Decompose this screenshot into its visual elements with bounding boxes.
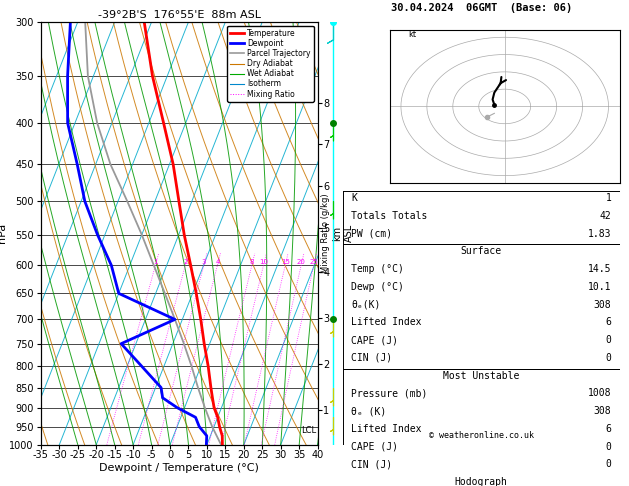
Text: 1008: 1008 xyxy=(587,388,611,399)
Text: 308: 308 xyxy=(594,406,611,416)
Text: 14.5: 14.5 xyxy=(587,264,611,274)
Text: Most Unstable: Most Unstable xyxy=(443,371,520,381)
X-axis label: Dewpoint / Temperature (°C): Dewpoint / Temperature (°C) xyxy=(99,463,259,473)
Text: 0: 0 xyxy=(605,353,611,363)
Text: 0: 0 xyxy=(605,442,611,451)
Text: 0: 0 xyxy=(605,459,611,469)
Text: Temp (°C): Temp (°C) xyxy=(351,264,404,274)
Legend: Temperature, Dewpoint, Parcel Trajectory, Dry Adiabat, Wet Adiabat, Isotherm, Mi: Temperature, Dewpoint, Parcel Trajectory… xyxy=(228,26,314,102)
Text: Hodograph: Hodograph xyxy=(455,477,508,486)
Text: Lifted Index: Lifted Index xyxy=(351,317,421,328)
Text: 15: 15 xyxy=(281,260,290,265)
Text: θₑ (K): θₑ (K) xyxy=(351,406,386,416)
Text: 42: 42 xyxy=(599,211,611,221)
Text: 25: 25 xyxy=(309,260,318,265)
Text: 6: 6 xyxy=(605,424,611,434)
Text: 30.04.2024  06GMT  (Base: 06): 30.04.2024 06GMT (Base: 06) xyxy=(391,3,572,14)
Text: CIN (J): CIN (J) xyxy=(351,353,392,363)
Text: Pressure (mb): Pressure (mb) xyxy=(351,388,428,399)
Text: 1: 1 xyxy=(153,260,158,265)
Text: 8: 8 xyxy=(250,260,254,265)
Text: 1: 1 xyxy=(605,193,611,203)
Text: Totals Totals: Totals Totals xyxy=(351,211,428,221)
Text: PW (cm): PW (cm) xyxy=(351,228,392,239)
Y-axis label: hPa: hPa xyxy=(0,223,7,243)
Text: © weatheronline.co.uk: © weatheronline.co.uk xyxy=(429,432,533,440)
Text: 20: 20 xyxy=(297,260,306,265)
Text: Mixing Ratio (g/kg): Mixing Ratio (g/kg) xyxy=(321,193,330,273)
Text: 308: 308 xyxy=(594,300,611,310)
Text: Dewp (°C): Dewp (°C) xyxy=(351,282,404,292)
Y-axis label: km
ASL: km ASL xyxy=(332,224,354,243)
Text: Surface: Surface xyxy=(460,246,502,257)
Text: LCL: LCL xyxy=(301,426,316,435)
Text: 10: 10 xyxy=(259,260,268,265)
Text: 2: 2 xyxy=(183,260,187,265)
Text: 3: 3 xyxy=(201,260,206,265)
Text: 4: 4 xyxy=(215,260,220,265)
Text: K: K xyxy=(351,193,357,203)
Text: 1.83: 1.83 xyxy=(587,228,611,239)
Text: 10.1: 10.1 xyxy=(587,282,611,292)
Text: θₑ(K): θₑ(K) xyxy=(351,300,381,310)
Text: 0: 0 xyxy=(605,335,611,345)
Text: 6: 6 xyxy=(605,317,611,328)
Text: CAPE (J): CAPE (J) xyxy=(351,442,398,451)
Text: Lifted Index: Lifted Index xyxy=(351,424,421,434)
Text: CAPE (J): CAPE (J) xyxy=(351,335,398,345)
Title: -39°2B'S  176°55'E  88m ASL: -39°2B'S 176°55'E 88m ASL xyxy=(97,10,261,20)
Text: CIN (J): CIN (J) xyxy=(351,459,392,469)
Text: kt: kt xyxy=(408,30,416,39)
